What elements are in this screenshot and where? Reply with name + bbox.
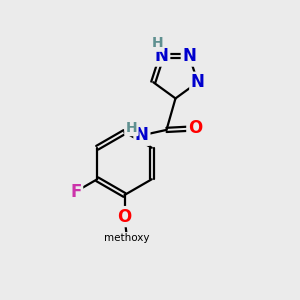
Text: O: O: [188, 119, 202, 137]
Text: N: N: [135, 126, 149, 144]
Text: N: N: [182, 47, 196, 65]
Text: H: H: [152, 37, 163, 50]
Text: O: O: [117, 208, 132, 226]
Text: N: N: [191, 73, 205, 91]
Text: H: H: [126, 121, 137, 135]
Text: methoxy: methoxy: [104, 232, 150, 243]
Text: F: F: [70, 182, 82, 201]
Text: N: N: [155, 47, 169, 65]
